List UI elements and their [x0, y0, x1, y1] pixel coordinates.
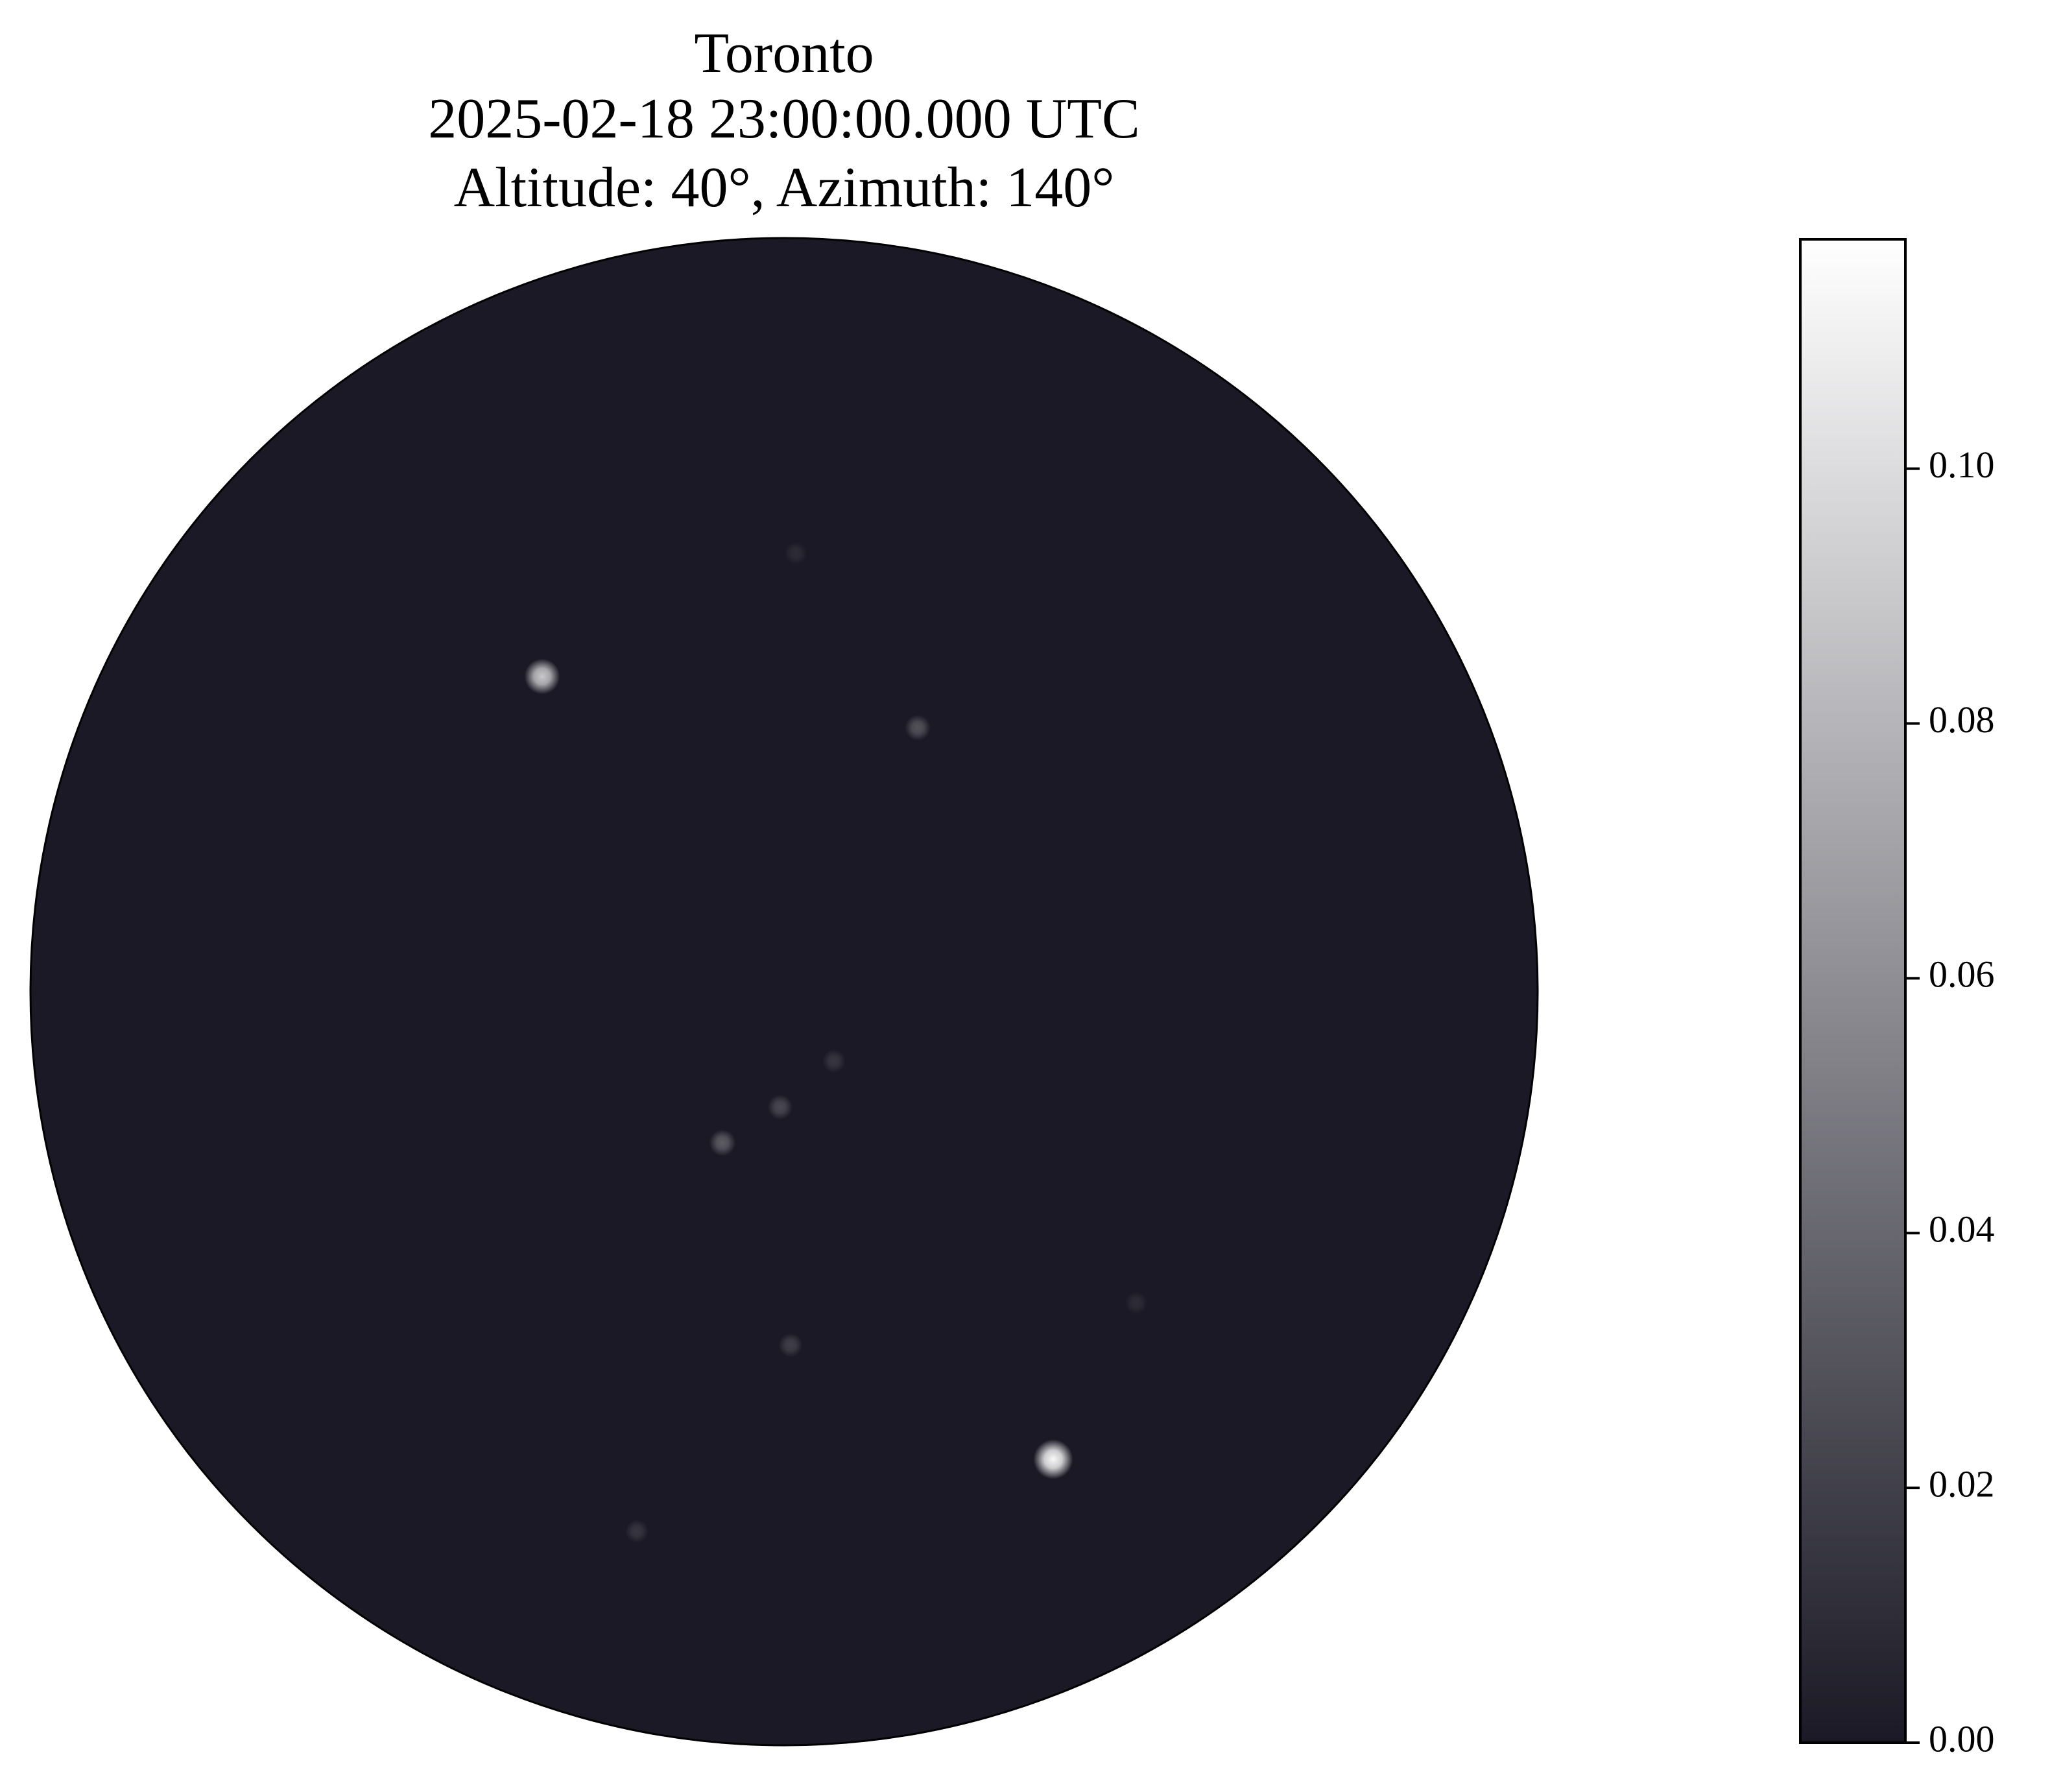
annotation: Altitude: 40°, Azimuth: 140°	[454, 156, 1115, 219]
star	[905, 715, 931, 741]
star	[784, 542, 807, 565]
colorbar-tick-label: 0.04	[1929, 1208, 1995, 1250]
chart-title: Toronto	[694, 22, 874, 85]
colorbar-tick-label: 0.10	[1929, 444, 1995, 486]
chart-subtitle: 2025-02-18 23:00:00.000 UTC	[428, 88, 1140, 150]
colorbar-tick-label: 0.02	[1929, 1463, 1995, 1505]
star	[822, 1049, 846, 1073]
colorbar-tick-label: 0.00	[1929, 1717, 1995, 1760]
star	[1033, 1439, 1073, 1479]
stars	[524, 542, 1148, 1543]
colorbar-tick-label: 0.06	[1929, 953, 1995, 996]
sky-disk	[29, 237, 1539, 1747]
colorbar-tick-label: 0.08	[1929, 699, 1995, 741]
star	[524, 658, 560, 695]
star	[709, 1129, 736, 1156]
colorbar	[1799, 238, 1907, 1744]
star	[625, 1520, 649, 1543]
star	[1125, 1291, 1148, 1315]
star	[778, 1333, 803, 1357]
star	[767, 1094, 793, 1120]
